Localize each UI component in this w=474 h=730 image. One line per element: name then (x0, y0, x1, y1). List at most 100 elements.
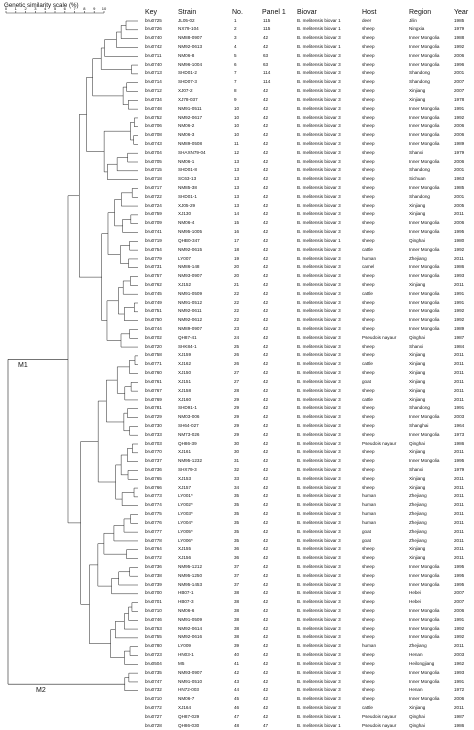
row-2-region: Ningxia (409, 26, 425, 32)
row-11-panel: 42 (263, 105, 269, 111)
row-27-host: cattle (362, 246, 373, 252)
row-2-panel: 115 (263, 26, 271, 32)
row-24-no: 15 (234, 220, 240, 226)
row-66-year: 2007 (454, 590, 465, 596)
row-1-panel: 115 (263, 17, 271, 23)
row-66-strain: HB07-1 (178, 590, 194, 596)
row-17-no: 13 (234, 158, 240, 164)
row-77-strain: HN72-003 (178, 687, 199, 693)
row-1-region: Jilin (409, 17, 417, 23)
row-53-year: 2011 (454, 475, 464, 481)
row-23-region: Xinjiang (409, 211, 426, 217)
row-60-panel: 42 (263, 537, 269, 543)
row-38-host: sheep (362, 343, 375, 349)
row-55-strain: LY001* (178, 493, 193, 499)
row-58-panel: 42 (263, 519, 269, 525)
row-15-biovar: B. melitensis biovar 3 (297, 140, 341, 146)
row-3-strain: NM88-0907 (178, 35, 203, 41)
row-3-key: bru0740 (145, 35, 162, 41)
row-30-year: 1993 (454, 273, 465, 279)
row-75-strain: NM93-0907 (178, 669, 203, 675)
row-54-year: 2011 (454, 484, 464, 490)
row-2-year: 1979 (454, 26, 465, 32)
row-44-strain: XJ160 (178, 396, 192, 402)
row-79-no: 46 (234, 704, 240, 710)
row-37-key: bru0702 (145, 334, 162, 340)
row-4-strain: NM92-0613 (178, 44, 203, 50)
row-17-strain: NM06-1 (178, 158, 195, 164)
row-41-strain: XJ150 (178, 370, 192, 376)
row-11-strain: NM91-0511 (178, 105, 202, 111)
row-38-strain: SHK84-1 (178, 343, 197, 349)
row-46-biovar: B. melitensis biovar 3 (297, 414, 341, 420)
row-8-strain: SHD07-3 (178, 79, 197, 85)
row-65-year: 1995 (454, 581, 465, 587)
row-33-biovar: B. melitensis biovar 3 (297, 299, 341, 305)
row-36-strain: NM89-0907 (178, 326, 203, 332)
row-48-strain: NM73-026 (178, 431, 200, 437)
row-10-year: 1978 (454, 96, 465, 102)
row-18-host: sheep (362, 167, 375, 173)
row-71-biovar: B. melitensis biovar 3 (297, 634, 341, 640)
row-77-year: 1972 (454, 687, 465, 693)
row-16-year: 1979 (454, 149, 465, 155)
row-68-host: sheep (362, 608, 375, 614)
row-57-year: 2011 (454, 511, 464, 517)
row-40-year: 2011 (454, 361, 464, 367)
row-7-panel: 114 (263, 70, 271, 76)
row-17-biovar: B. melitensis biovar 3 (297, 158, 341, 164)
row-66-panel: 42 (263, 590, 269, 596)
row-72-no: 39 (234, 643, 240, 649)
row-78-year: 2006 (454, 696, 465, 702)
row-13-year: 2006 (454, 123, 465, 129)
row-15-year: 1989 (454, 140, 465, 146)
row-64-year: 1995 (454, 572, 465, 578)
row-38-biovar: B. melitensis biovar 3 (297, 343, 341, 349)
row-31-biovar: B. melitensis biovar 3 (297, 281, 341, 287)
row-16-host: sheep (362, 149, 375, 155)
row-34-key: bru0751 (145, 308, 162, 314)
row-67-key: bru0701 (145, 599, 162, 605)
row-3-year: 1988 (454, 35, 465, 41)
row-78-panel: 42 (263, 696, 269, 702)
row-43-host: sheep (362, 387, 375, 393)
row-73-panel: 42 (263, 652, 269, 658)
row-39-region: Xinjiang (409, 352, 426, 358)
row-63-panel: 42 (263, 563, 269, 569)
row-14-year: 2006 (454, 132, 465, 138)
row-45-panel: 42 (263, 405, 269, 411)
row-38-key: bru0720 (145, 343, 162, 349)
row-39-year: 2011 (454, 352, 464, 358)
row-80-key: bru0727 (145, 713, 162, 719)
row-18-strain: SHD01-8 (178, 167, 197, 173)
row-31-key: bru0762 (145, 281, 162, 287)
row-41-no: 27 (234, 370, 240, 376)
scale-tick-label: 0 (5, 6, 8, 11)
row-75-no: 42 (234, 669, 240, 675)
row-47-no: 29 (234, 422, 240, 428)
row-5-strain: NM06-8 (178, 52, 195, 58)
row-51-no: 31 (234, 458, 240, 464)
row-30-biovar: B. melitensis biovar 3 (297, 273, 341, 279)
row-45-biovar: B. melitensis biovar 3 (297, 405, 341, 411)
row-68-year: 2006 (454, 608, 465, 614)
scale-tick-label: 10 (102, 6, 107, 11)
row-59-strain: LY005* (178, 528, 193, 534)
row-58-biovar: B. melitensis biovar 3 (297, 519, 341, 525)
scale-tick-label: 7 (73, 6, 76, 11)
row-20-strain: NM85-38 (178, 185, 197, 191)
row-48-biovar: B. melitensis biovar 3 (297, 431, 341, 437)
row-76-no: 43 (234, 678, 240, 684)
row-25-year: 1995 (454, 229, 465, 235)
row-42-year: 2011 (454, 378, 464, 384)
row-2-host: sheep (362, 26, 375, 32)
row-77-biovar: B. melitensis biovar 3 (297, 687, 341, 693)
row-60-no: 35 (234, 537, 240, 543)
row-2-biovar: B. melitensis biovar 1 (297, 26, 341, 32)
row-14-host: sheep (362, 132, 375, 138)
row-71-key: bru0755 (145, 634, 162, 640)
row-51-biovar: B. melitensis biovar 3 (297, 458, 341, 464)
row-33-no: 22 (234, 299, 240, 305)
row-20-host: sheep (362, 185, 375, 191)
